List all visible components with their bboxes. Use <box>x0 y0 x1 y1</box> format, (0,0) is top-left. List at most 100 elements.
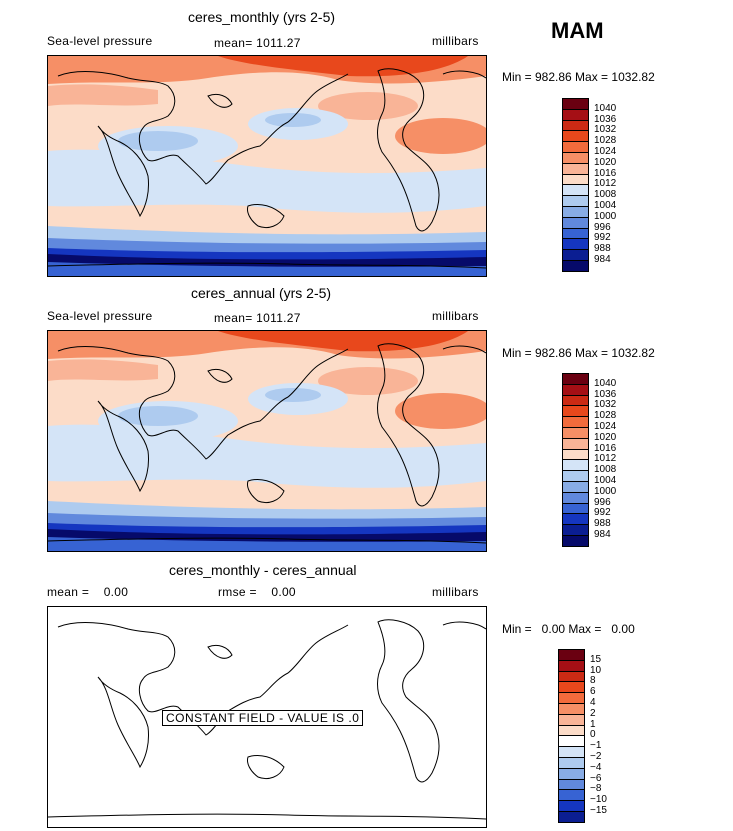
colorbar-tick-label: 8 <box>590 675 596 687</box>
colorbar-tick-label: 10 <box>590 664 602 676</box>
colorbar-swatch <box>562 119 589 132</box>
panel1-mean-label: mean= 1011.27 <box>214 36 301 50</box>
colorbar-swatch <box>562 238 589 251</box>
panel3-minmax: Min = 0.00 Max = 0.00 <box>502 622 635 636</box>
colorbar-swatch <box>558 746 585 758</box>
colorbar-tick-label: 1024 <box>594 421 617 432</box>
colorbar-tick-label: 1016 <box>594 167 617 179</box>
colorbar-tick-label: −8 <box>590 783 602 795</box>
colorbar-swatch <box>562 184 589 197</box>
colorbar-swatch <box>558 778 585 791</box>
colorbar-tick-label: 1036 <box>594 388 617 400</box>
colorbar-swatch <box>558 713 585 726</box>
colorbar-tick-label: 2 <box>590 707 596 719</box>
panel2-title: ceres_annual (yrs 2-5) <box>191 285 332 301</box>
colorbar-tick-label: 1012 <box>594 453 617 465</box>
panel2-colorbar: 1040 1036 1032 1028 1024 1020 1016 1012 1008 1004… <box>562 373 632 547</box>
colorbar-swatch <box>562 162 589 175</box>
colorbar-swatch <box>558 692 585 704</box>
colorbar-swatch <box>562 173 589 186</box>
panel2-minmax: Min = 982.86 Max = 1032.82 <box>502 346 655 360</box>
colorbar-swatch <box>558 811 585 823</box>
panel1-map <box>47 55 487 277</box>
colorbar-swatch <box>562 373 589 385</box>
colorbar-tick-label: −4 <box>590 761 602 773</box>
panel3-rmse-label: rmse = 0.00 <box>218 585 296 599</box>
panel2-contour-plot <box>48 331 486 551</box>
colorbar-tick-label: 996 <box>594 496 611 508</box>
colorbar-tick-label: −15 <box>590 805 607 816</box>
panel2-map <box>47 330 487 552</box>
colorbar-tick-label: 996 <box>594 221 611 233</box>
colorbar-swatch <box>562 249 589 261</box>
colorbar-swatch <box>558 649 585 661</box>
colorbar-tick-label: 1036 <box>594 113 617 125</box>
colorbar-tick-label: 1040 <box>594 377 617 389</box>
colorbar-swatch <box>558 670 585 683</box>
colorbar-tick-label: 984 <box>594 254 611 265</box>
colorbar-swatch <box>562 227 589 240</box>
colorbar-tick-label: −6 <box>590 772 602 784</box>
colorbar-tick-label: 988 <box>594 518 611 530</box>
colorbar-swatch <box>562 524 589 536</box>
panel3-title: ceres_monthly - ceres_annual <box>169 562 357 578</box>
colorbar-swatch <box>562 383 589 396</box>
panel1-contour-plot <box>48 56 486 276</box>
panel1-variable-label: Sea-level pressure <box>47 34 153 48</box>
panel1-minmax: Min = 982.86 Max = 1032.82 <box>502 70 655 84</box>
colorbar-tick-label: 1020 <box>594 156 617 168</box>
panel2-mean-label: mean= 1011.27 <box>214 311 301 325</box>
panel1-title: ceres_monthly (yrs 2-5) <box>188 9 336 25</box>
colorbar-swatch <box>562 394 589 407</box>
colorbar-swatch <box>562 206 589 218</box>
colorbar-swatch <box>562 437 589 450</box>
colorbar-swatch <box>562 405 589 418</box>
colorbar-tick-label: −10 <box>590 794 607 806</box>
colorbar-tick-label: 15 <box>590 653 602 665</box>
colorbar-swatch <box>558 681 585 694</box>
colorbar-tick-label: −1 <box>590 740 602 752</box>
colorbar-tick-label: 1012 <box>594 178 617 190</box>
panel2-variable-label: Sea-level pressure <box>47 309 153 323</box>
colorbar-swatch <box>562 195 589 207</box>
colorbar-swatch <box>562 108 589 121</box>
colorbar-swatch <box>558 800 585 812</box>
panel3-map: CONSTANT FIELD - VALUE IS .0 <box>47 606 487 828</box>
colorbar-swatch <box>562 152 589 164</box>
colorbar-tick-label: 988 <box>594 243 611 255</box>
colorbar-tick-label: 0 <box>590 729 596 741</box>
colorbar-swatch <box>558 703 585 715</box>
colorbar-swatch <box>562 459 589 472</box>
colorbar-swatch <box>558 757 585 769</box>
panel3-mean-label: mean = 0.00 <box>47 585 129 599</box>
colorbar-tick-label: 1008 <box>594 464 617 476</box>
colorbar-swatch <box>562 470 589 482</box>
colorbar-tick-label: 1040 <box>594 102 617 114</box>
colorbar-swatch <box>562 260 589 272</box>
panel3-units-label: millibars <box>432 585 479 599</box>
colorbar-swatch <box>562 427 589 439</box>
panel1-colorbar: 1040 1036 1032 1028 1024 1020 1016 1012 1008 1004… <box>562 98 632 272</box>
panel2-units-label: millibars <box>432 309 479 323</box>
colorbar-tick-label: 1000 <box>594 210 617 222</box>
colorbar-swatch <box>562 481 589 493</box>
constant-field-message: CONSTANT FIELD - VALUE IS .0 <box>162 710 364 726</box>
colorbar-tick-label: 1028 <box>594 410 617 422</box>
colorbar-tick-label: 6 <box>590 686 596 698</box>
colorbar-tick-label: 992 <box>594 507 611 519</box>
colorbar-swatch <box>558 767 585 780</box>
colorbar-swatch <box>562 535 589 547</box>
colorbar-tick-label: 984 <box>594 529 611 540</box>
colorbar-swatch <box>562 491 589 504</box>
panel3-colorbar: 15 10 8 6 4 2 1 0 −1 −2 −4 −6 −8 −10 −15 <box>558 649 628 823</box>
colorbar-tick-label: 1008 <box>594 189 617 201</box>
colorbar-tick-label: 4 <box>590 697 596 708</box>
colorbar-swatch <box>562 216 589 229</box>
colorbar-swatch <box>562 141 589 153</box>
colorbar-swatch <box>562 130 589 143</box>
colorbar-tick-label: 1032 <box>594 124 617 136</box>
colorbar-swatch <box>562 502 589 515</box>
colorbar-tick-label: 1 <box>590 718 596 730</box>
colorbar-tick-label: 992 <box>594 232 611 244</box>
colorbar-swatch <box>558 789 585 802</box>
